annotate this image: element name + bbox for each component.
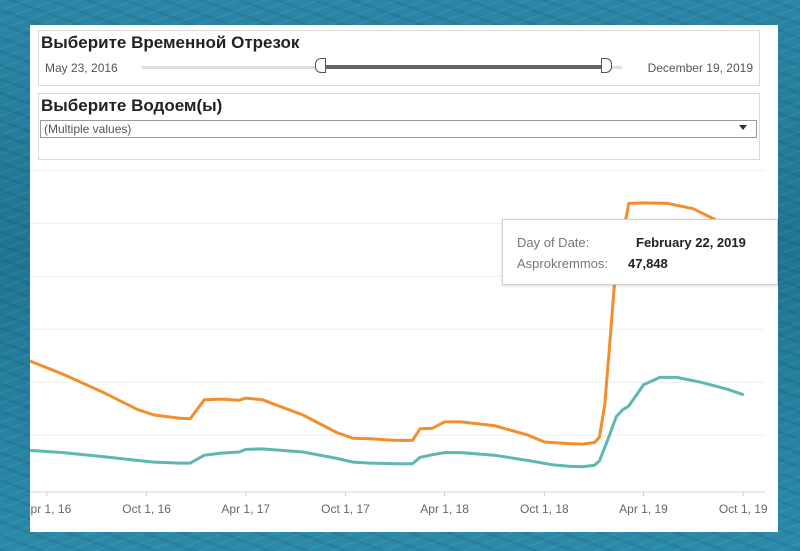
series-line-1[interactable] bbox=[30, 375, 745, 469]
reservoir-select-value: (Multiple values) bbox=[44, 122, 132, 136]
x-tick-label: Apr 1, 17 bbox=[221, 502, 270, 516]
reservoir-filter: Выберите Водоем(ы) (Multiple values) bbox=[38, 93, 760, 160]
x-tick-label: Oct 1, 19 bbox=[719, 502, 768, 516]
chevron-down-icon[interactable] bbox=[739, 125, 747, 130]
x-tick-label: Apr 1, 18 bbox=[420, 502, 469, 516]
x-tick-label: Oct 1, 16 bbox=[122, 502, 171, 516]
range-start-label: May 23, 2016 bbox=[45, 61, 118, 75]
x-tick-label: Oct 1, 17 bbox=[321, 502, 370, 516]
chart-tooltip: Day of Date: February 22, 2019 Asprokrem… bbox=[502, 219, 778, 285]
tooltip-date-value: February 22, 2019 bbox=[636, 235, 746, 250]
x-tick-label: Apr 1, 19 bbox=[619, 502, 668, 516]
range-end-label: December 19, 2019 bbox=[647, 61, 753, 75]
line-chart[interactable]: Apr 1, 16 Oct 1, 16 Apr 1, 17 Oct 1, 17 Apr … bbox=[30, 25, 778, 532]
date-filter-title: Выберите Временной Отрезок bbox=[41, 33, 300, 52]
tooltip-series-label: Asprokremmos: bbox=[517, 256, 609, 271]
x-tick-label: Oct 1, 18 bbox=[520, 502, 569, 516]
reservoir-select[interactable]: (Multiple values) bbox=[40, 120, 757, 138]
x-tick-label: Apr 1, 16 bbox=[30, 502, 72, 516]
date-range-filter: Выберите Временной Отрезок May 23, 2016 … bbox=[38, 30, 760, 86]
tooltip-date-label: Day of Date: bbox=[517, 235, 590, 250]
slider-selected-range[interactable] bbox=[321, 65, 605, 69]
slider-handle-start[interactable] bbox=[315, 58, 326, 73]
dashboard-panel: Apr 1, 16 Oct 1, 16 Apr 1, 17 Oct 1, 17 Apr … bbox=[30, 25, 778, 532]
slider-handle-end[interactable] bbox=[601, 58, 612, 73]
reservoir-filter-title: Выберите Водоем(ы) bbox=[41, 96, 223, 115]
tooltip-series-value: 47,848 bbox=[628, 256, 668, 271]
